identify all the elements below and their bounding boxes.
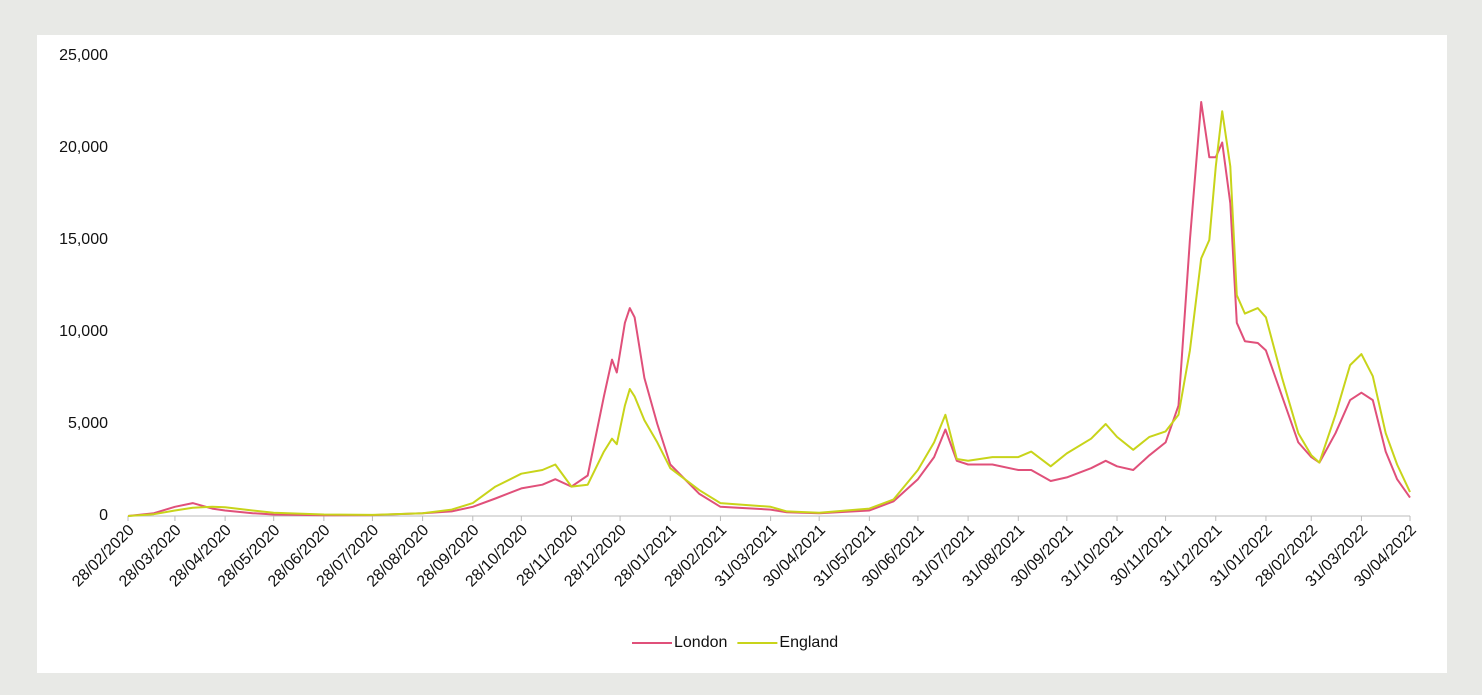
y-tick-label: 0 [99, 507, 108, 524]
y-tick-label: 20,000 [59, 139, 108, 156]
legend-label: England [779, 634, 838, 651]
y-tick-label: 10,000 [59, 323, 108, 340]
legend-label: London [674, 634, 727, 651]
panel [37, 35, 1447, 673]
y-tick-label: 15,000 [59, 231, 108, 248]
y-tick-label: 25,000 [59, 47, 108, 64]
y-tick-label: 5,000 [68, 415, 108, 432]
series-line [127, 101, 1411, 517]
series-line [127, 110, 1411, 517]
